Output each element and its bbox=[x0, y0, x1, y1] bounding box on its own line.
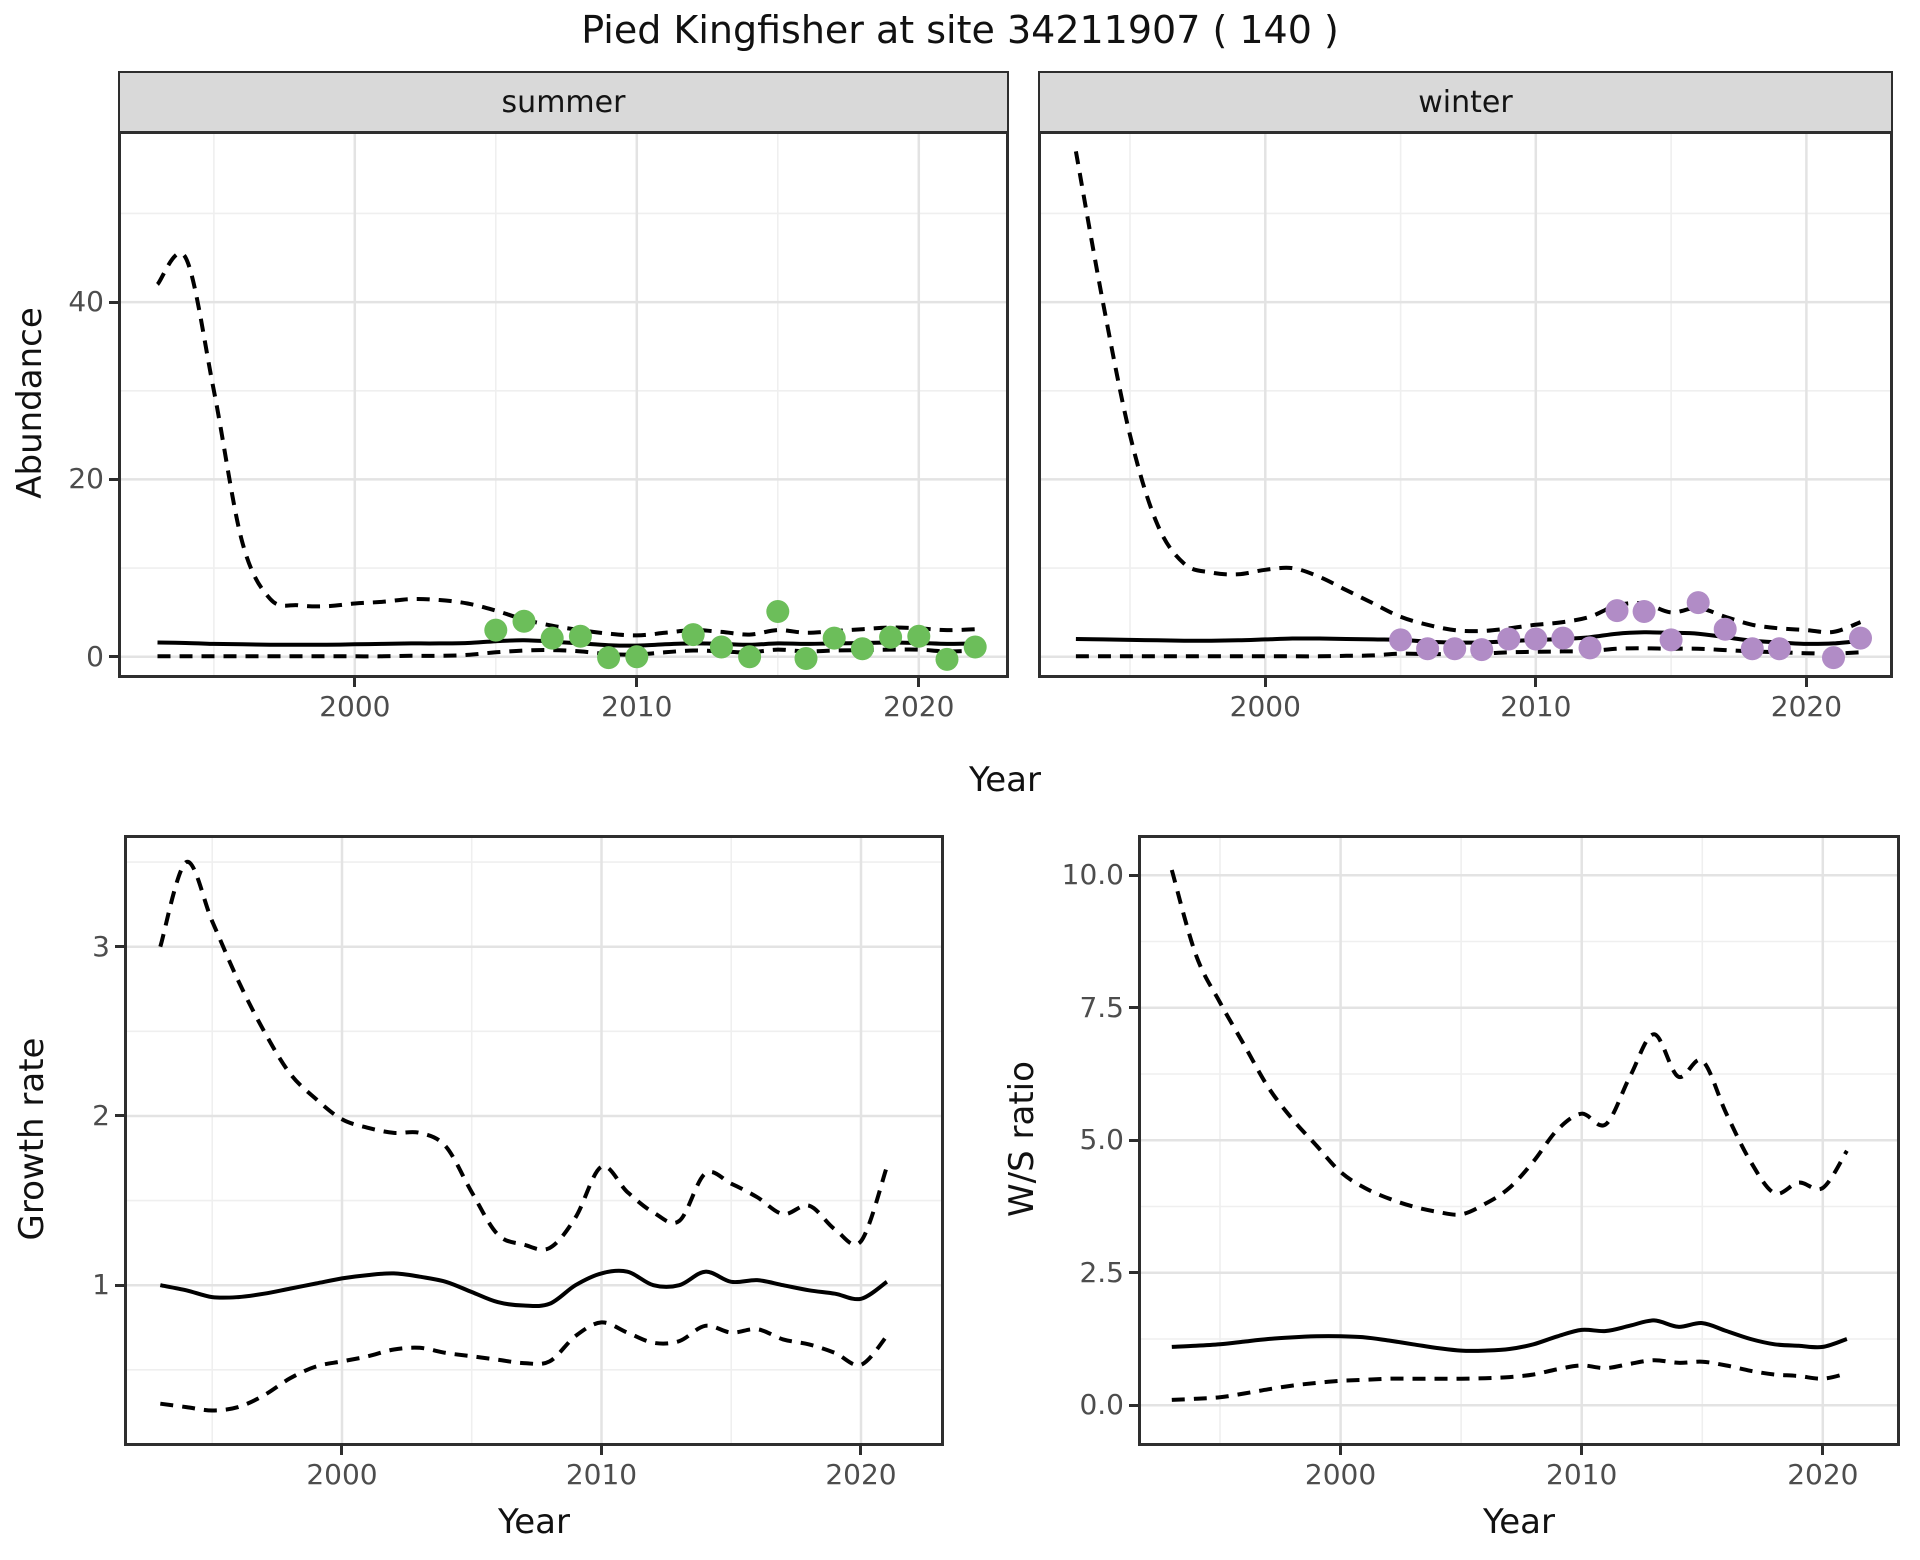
x-axis-tick-mark bbox=[1821, 1446, 1825, 1455]
facet-strip-summer-label: summer bbox=[501, 84, 626, 120]
abundance_winter-mean-line bbox=[1075, 630, 1861, 646]
abundance_winter-point bbox=[1767, 637, 1791, 661]
x-axis-tick-mark bbox=[599, 1446, 603, 1455]
y-axis-tick-label: 10.0 bbox=[1061, 858, 1124, 892]
abundance_summer-point bbox=[568, 624, 592, 648]
y-axis-tick-mark bbox=[1129, 1138, 1138, 1142]
abundance_summer-point bbox=[597, 646, 621, 670]
x-axis-tick-label: 2000 bbox=[306, 1458, 378, 1491]
chart-abundance-winter bbox=[1038, 131, 1893, 678]
y-axis-tick-label: 0.0 bbox=[1079, 1388, 1124, 1422]
growth_rate-upper_ci-line bbox=[158, 860, 889, 1252]
abundance_winter-point bbox=[1578, 636, 1602, 660]
x-axis-tick-label: 2010 bbox=[1500, 690, 1572, 723]
abundance_winter-point bbox=[1822, 646, 1845, 670]
ws_ratio-lower_ci-line bbox=[1171, 1358, 1848, 1402]
x-axis-tick-mark bbox=[1263, 678, 1267, 687]
abundance_winter-point bbox=[1686, 591, 1710, 615]
x-axis-tick-label: 2010 bbox=[1546, 1458, 1618, 1491]
x-axis-tick-mark bbox=[353, 678, 357, 687]
x-axis-tick-label: 2020 bbox=[883, 690, 955, 723]
y-axis-tick-label: 3 bbox=[92, 929, 110, 963]
abundance_summer-point bbox=[794, 647, 818, 670]
x-axis-tick-label: 2020 bbox=[1787, 1458, 1859, 1491]
x-axis-tick-mark bbox=[859, 1446, 863, 1455]
x-axis-tick-mark bbox=[635, 678, 639, 687]
abundance_summer-point bbox=[850, 637, 874, 661]
y-axis-tick-mark bbox=[115, 1114, 124, 1118]
abundance_winter-point bbox=[1659, 628, 1683, 652]
ws_ratio-upper_ci-line bbox=[1169, 869, 1849, 1217]
y-axis-tick-mark bbox=[115, 1283, 124, 1287]
y-axis-title-ws-ratio: W/S ratio bbox=[1002, 1061, 1042, 1217]
abundance_summer-point bbox=[907, 624, 931, 648]
abundance_winter-point bbox=[1713, 617, 1737, 641]
y-axis-title-growth-rate: Growth rate bbox=[12, 1037, 52, 1241]
x-axis-title-year-ws: Year bbox=[1483, 1502, 1555, 1542]
x-axis-tick-label: 2010 bbox=[565, 1458, 638, 1491]
x-axis-tick-label: 2010 bbox=[601, 690, 673, 723]
abundance_winter-point bbox=[1416, 637, 1440, 661]
growth_rate-mean-line bbox=[159, 1268, 889, 1309]
chart-ws-ratio bbox=[1138, 835, 1900, 1446]
abundance_summer-point bbox=[935, 647, 959, 671]
y-axis-tick-mark bbox=[1129, 1403, 1138, 1407]
abundance_winter-point bbox=[1497, 627, 1521, 651]
abundance_summer-point bbox=[484, 618, 508, 642]
facet-strip-winter: winter bbox=[1038, 71, 1893, 133]
abundance_summer-point bbox=[766, 600, 790, 623]
abundance_summer-lower_ci-line bbox=[157, 647, 976, 659]
abundance_winter-lower_ci-line bbox=[1075, 646, 1861, 659]
x-axis-tick-label: 2000 bbox=[1229, 690, 1301, 723]
facet-strip-winter-label: winter bbox=[1418, 84, 1513, 120]
abundance_winter-point bbox=[1443, 637, 1467, 661]
chart-abundance-summer bbox=[118, 131, 1009, 678]
y-axis-tick-mark bbox=[1129, 1271, 1138, 1275]
x-axis-title-year-top: Year bbox=[969, 760, 1041, 800]
abundance_summer-point bbox=[681, 623, 705, 647]
x-axis-tick-label: 2000 bbox=[319, 690, 391, 723]
abundance_summer-point bbox=[540, 626, 564, 650]
y-axis-tick-mark bbox=[1129, 1006, 1138, 1010]
x-axis-tick-mark bbox=[1534, 678, 1538, 687]
abundance_winter-point bbox=[1470, 638, 1494, 662]
x-axis-tick-mark bbox=[1580, 1446, 1584, 1455]
x-axis-tick-label: 2000 bbox=[1304, 1458, 1377, 1491]
abundance_winter-point bbox=[1740, 637, 1764, 661]
abundance_summer-point bbox=[879, 625, 903, 649]
abundance_winter-point bbox=[1551, 626, 1575, 650]
abundance_summer-point bbox=[963, 635, 987, 659]
abundance_summer-point bbox=[512, 609, 536, 633]
abundance_summer-point bbox=[625, 645, 649, 669]
y-axis-title-abundance: Abundance bbox=[10, 307, 50, 499]
x-axis-title-year-growth: Year bbox=[498, 1502, 570, 1542]
y-axis-tick-mark bbox=[115, 945, 124, 949]
x-axis-tick-label: 2020 bbox=[1770, 690, 1843, 723]
y-axis-tick-mark bbox=[109, 655, 118, 659]
abundance_winter-upper_ci-line bbox=[1073, 151, 1862, 635]
y-axis-tick-mark bbox=[1129, 873, 1138, 877]
y-axis-tick-mark bbox=[109, 477, 118, 481]
abundance_winter-point bbox=[1849, 626, 1872, 650]
growth_rate-lower_ci-line bbox=[160, 1320, 889, 1413]
facet-strip-summer: summer bbox=[118, 71, 1009, 133]
abundance_winter-point bbox=[1605, 599, 1629, 623]
x-axis-tick-mark bbox=[1339, 1446, 1343, 1455]
abundance_summer-upper_ci-line bbox=[155, 251, 976, 638]
abundance_winter-point bbox=[1632, 600, 1656, 623]
abundance_winter-point bbox=[1389, 628, 1413, 652]
y-axis-tick-label: 0 bbox=[86, 639, 104, 673]
x-axis-tick-mark bbox=[340, 1446, 344, 1455]
y-axis-tick-mark bbox=[109, 300, 118, 304]
page-title: Pied Kingfisher at site 34211907 ( 140 ) bbox=[581, 8, 1339, 52]
x-axis-tick-mark bbox=[1804, 678, 1808, 687]
abundance_summer-point bbox=[709, 635, 733, 659]
abundance_summer-point bbox=[738, 645, 762, 669]
chart-growth-rate bbox=[124, 835, 944, 1446]
ws_ratio-mean-line bbox=[1171, 1318, 1848, 1353]
abundance_summer-point bbox=[822, 626, 846, 650]
abundance_winter-point bbox=[1524, 627, 1548, 651]
x-axis-tick-label: 2020 bbox=[825, 1458, 897, 1491]
x-axis-tick-mark bbox=[917, 678, 921, 687]
